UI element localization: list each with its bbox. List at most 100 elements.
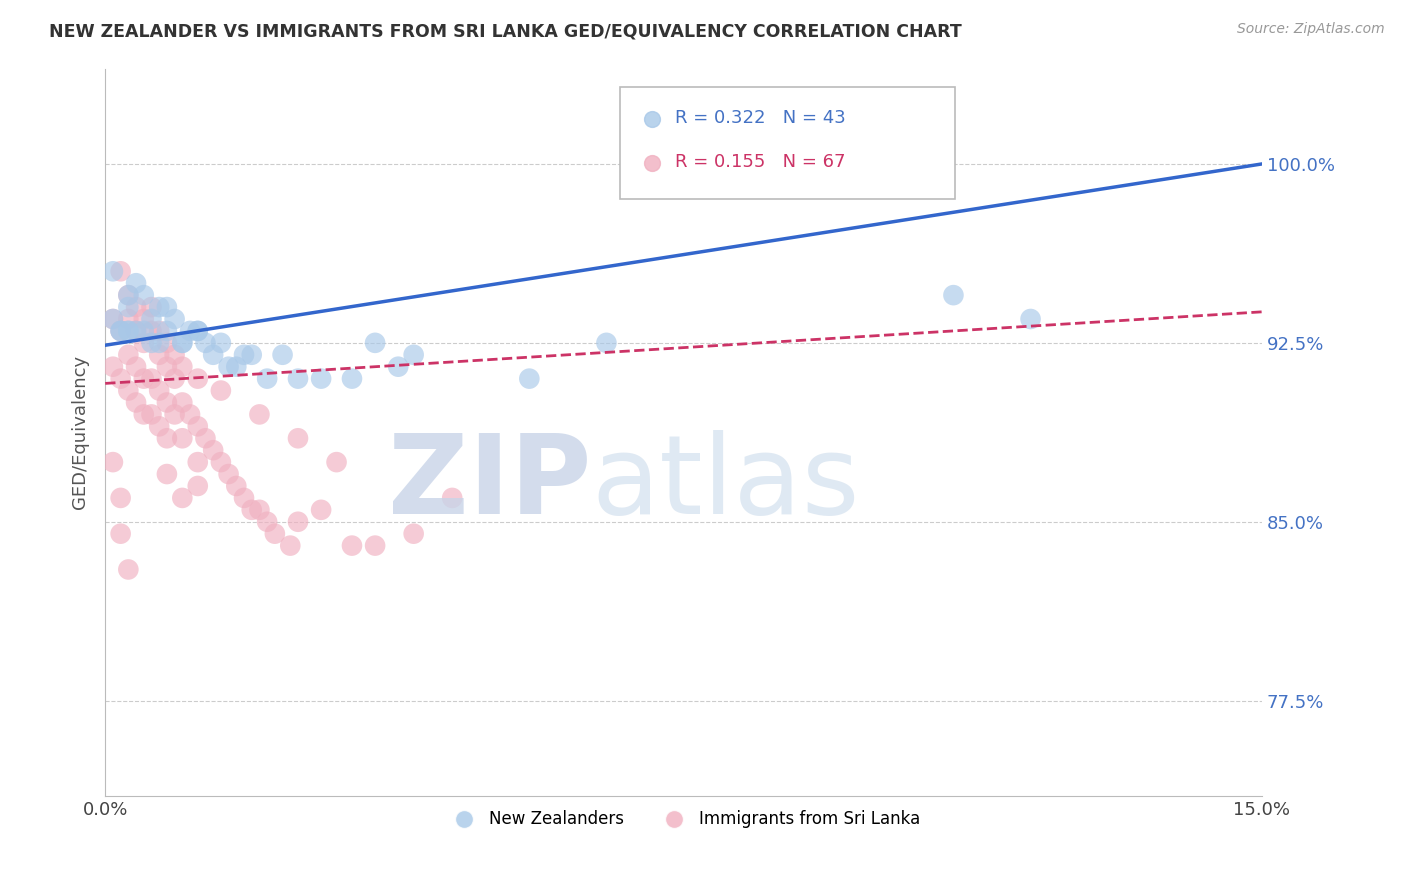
Point bbox=[117, 324, 139, 338]
Point bbox=[117, 312, 139, 326]
Text: R = 0.322   N = 43: R = 0.322 N = 43 bbox=[675, 109, 846, 127]
Point bbox=[148, 300, 170, 314]
Point bbox=[110, 324, 132, 338]
Point bbox=[141, 371, 163, 385]
Point bbox=[240, 348, 263, 362]
Point bbox=[132, 288, 155, 302]
Point bbox=[172, 395, 194, 409]
Point bbox=[187, 479, 209, 493]
Point bbox=[179, 408, 201, 422]
Point bbox=[172, 335, 194, 350]
Point bbox=[148, 419, 170, 434]
Point bbox=[256, 371, 278, 385]
Point bbox=[101, 359, 124, 374]
Point bbox=[163, 408, 186, 422]
Point bbox=[364, 335, 387, 350]
Point bbox=[225, 479, 247, 493]
Point bbox=[194, 335, 217, 350]
Point bbox=[187, 371, 209, 385]
Point bbox=[101, 312, 124, 326]
Point bbox=[218, 359, 240, 374]
Point bbox=[287, 371, 309, 385]
Point bbox=[172, 359, 194, 374]
Point bbox=[141, 335, 163, 350]
Point bbox=[287, 515, 309, 529]
Point bbox=[172, 335, 194, 350]
Point bbox=[125, 359, 148, 374]
Point bbox=[132, 335, 155, 350]
Point bbox=[387, 359, 409, 374]
Point bbox=[441, 491, 464, 505]
Point bbox=[402, 526, 425, 541]
Point bbox=[595, 335, 617, 350]
Point bbox=[156, 324, 179, 338]
Point bbox=[101, 264, 124, 278]
Point bbox=[163, 371, 186, 385]
Text: R = 0.155   N = 67: R = 0.155 N = 67 bbox=[675, 153, 846, 170]
Point bbox=[202, 348, 225, 362]
Point bbox=[110, 491, 132, 505]
Point bbox=[187, 324, 209, 338]
Point bbox=[125, 395, 148, 409]
Point bbox=[263, 526, 285, 541]
Point bbox=[148, 348, 170, 362]
Point bbox=[233, 491, 256, 505]
Point bbox=[942, 288, 965, 302]
Point bbox=[187, 419, 209, 434]
Point bbox=[271, 348, 294, 362]
Point bbox=[125, 324, 148, 338]
Point bbox=[110, 264, 132, 278]
Text: Source: ZipAtlas.com: Source: ZipAtlas.com bbox=[1237, 22, 1385, 37]
Point bbox=[156, 431, 179, 445]
Point bbox=[179, 324, 201, 338]
Text: atlas: atlas bbox=[591, 430, 859, 537]
Point bbox=[278, 539, 301, 553]
Point bbox=[101, 312, 124, 326]
Y-axis label: GED/Equivalency: GED/Equivalency bbox=[72, 355, 89, 509]
Point bbox=[148, 324, 170, 338]
Point bbox=[218, 467, 240, 481]
Text: ZIP: ZIP bbox=[388, 430, 591, 537]
Point bbox=[132, 324, 155, 338]
Point bbox=[156, 395, 179, 409]
Point bbox=[110, 371, 132, 385]
Point bbox=[101, 455, 124, 469]
Point bbox=[209, 455, 232, 469]
Point bbox=[141, 324, 163, 338]
Point bbox=[132, 371, 155, 385]
Point bbox=[163, 312, 186, 326]
Point bbox=[309, 371, 332, 385]
Point bbox=[117, 562, 139, 576]
Point bbox=[117, 324, 139, 338]
Point bbox=[340, 539, 363, 553]
Point bbox=[233, 348, 256, 362]
Point bbox=[517, 371, 540, 385]
Legend: New Zealanders, Immigrants from Sri Lanka: New Zealanders, Immigrants from Sri Lank… bbox=[440, 804, 927, 835]
Point bbox=[110, 324, 132, 338]
Point bbox=[148, 384, 170, 398]
Point bbox=[172, 431, 194, 445]
Point bbox=[202, 443, 225, 458]
Point bbox=[110, 526, 132, 541]
Point bbox=[156, 467, 179, 481]
Point bbox=[117, 288, 139, 302]
Point bbox=[163, 348, 186, 362]
Point bbox=[364, 539, 387, 553]
Point bbox=[156, 335, 179, 350]
Point bbox=[132, 408, 155, 422]
Point bbox=[172, 491, 194, 505]
Point bbox=[156, 359, 179, 374]
Point bbox=[141, 312, 163, 326]
Point bbox=[125, 300, 148, 314]
Point bbox=[148, 335, 170, 350]
Point bbox=[256, 515, 278, 529]
FancyBboxPatch shape bbox=[620, 87, 955, 200]
Point bbox=[117, 384, 139, 398]
Point bbox=[249, 503, 271, 517]
Point bbox=[209, 335, 232, 350]
Point bbox=[117, 288, 139, 302]
Point bbox=[125, 277, 148, 291]
Point bbox=[209, 384, 232, 398]
Point bbox=[225, 359, 247, 374]
Point bbox=[187, 324, 209, 338]
